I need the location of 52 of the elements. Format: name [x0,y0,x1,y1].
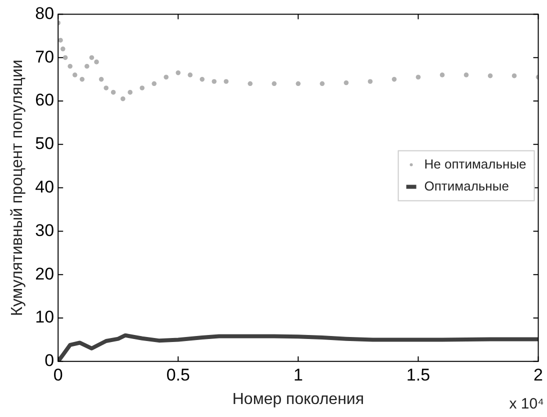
point [176,70,181,76]
y-tick-label: 80 [35,4,54,23]
point [416,74,421,80]
x-tick-label: 0.5 [166,365,190,384]
y-axis-title: Кумулятивный процент популяции [9,60,26,316]
x-tick-label: 1.5 [406,365,430,384]
point [392,76,397,82]
point [224,79,229,84]
point [512,73,517,78]
point [110,90,116,95]
y-tick-label: 70 [35,47,54,66]
point [152,81,157,86]
legend-label: Оптимальные [424,178,509,194]
point [188,72,193,78]
point [60,46,66,52]
point [344,80,349,86]
point [89,55,94,60]
x-tick-label: 2 [534,365,544,384]
point [368,79,373,84]
point [72,72,78,78]
point [68,64,73,69]
point [440,72,445,78]
point [248,81,253,86]
point [104,86,109,90]
y-tick-label: 0 [44,351,54,370]
point [62,55,68,60]
point [320,81,325,86]
legend-label: Не оптимальные [424,156,526,172]
x-axis-title: Номер поколения [232,390,364,408]
point [94,60,99,64]
y-tick-label: 60 [35,90,54,110]
x-tick-label: 1 [293,365,303,384]
text: x 10⁴ [509,396,544,413]
point [200,76,205,82]
point [212,79,217,84]
y-tick-label: 50 [35,134,54,154]
y-tick-label: 30 [35,220,54,240]
point [488,73,493,78]
point [140,86,145,90]
point [98,76,104,82]
point [120,96,126,102]
point [164,74,169,80]
point [84,64,90,69]
point [464,72,469,78]
y-tick-label: 40 [35,177,54,196]
point [58,38,63,43]
y-tick-label: 10 [35,308,54,327]
point [128,90,133,95]
y-tick-label: 20 [35,264,54,284]
point [296,81,301,86]
point [272,81,277,86]
point [80,76,85,82]
